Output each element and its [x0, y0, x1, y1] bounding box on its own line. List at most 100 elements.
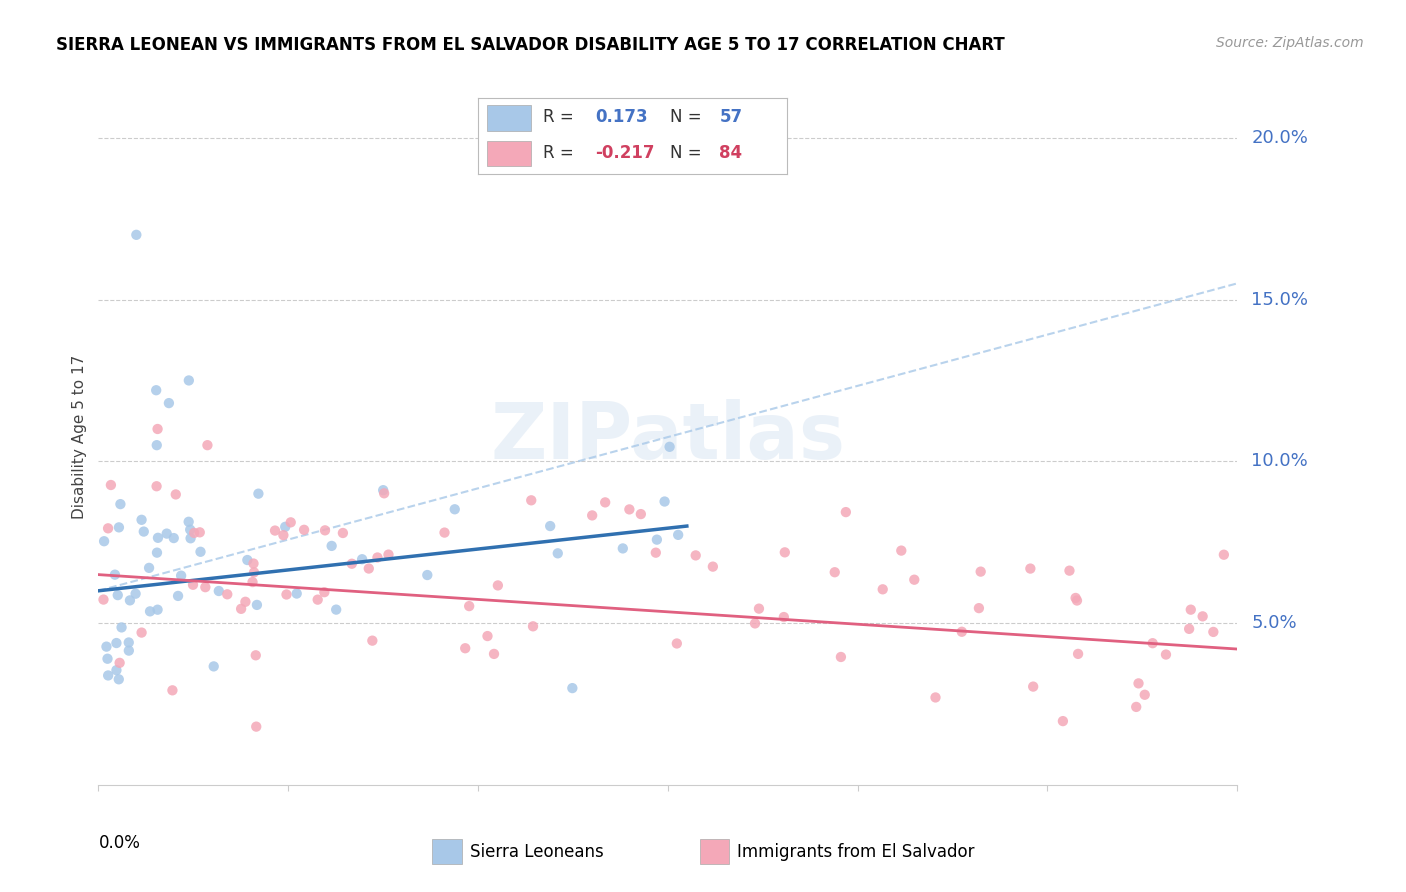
- Point: [93, 592, 115, 607]
- Point: [903, 573, 925, 587]
- Point: [145, 383, 167, 397]
- Point: [190, 545, 212, 559]
- Point: [1059, 564, 1081, 578]
- Point: [744, 616, 766, 631]
- Point: [1133, 688, 1156, 702]
- Point: [665, 636, 688, 650]
- Point: [235, 595, 257, 609]
- Point: [276, 587, 298, 601]
- Text: 57: 57: [720, 108, 742, 126]
- Point: [321, 539, 343, 553]
- Point: [538, 519, 561, 533]
- Point: [340, 557, 363, 571]
- Point: [177, 374, 200, 388]
- Point: [285, 586, 308, 600]
- FancyBboxPatch shape: [488, 141, 530, 166]
- Point: [236, 553, 259, 567]
- Point: [357, 561, 380, 575]
- Point: [332, 526, 354, 541]
- Point: [307, 592, 329, 607]
- Point: [486, 578, 509, 592]
- Text: 20.0%: 20.0%: [1251, 128, 1308, 147]
- Point: [824, 566, 846, 580]
- Point: [264, 524, 287, 538]
- Point: [950, 624, 973, 639]
- Point: [177, 515, 200, 529]
- Point: [194, 580, 217, 594]
- Point: [924, 690, 946, 705]
- Point: [644, 546, 666, 560]
- Point: [593, 495, 616, 509]
- Text: SIERRA LEONEAN VS IMMIGRANTS FROM EL SALVADOR DISABILITY AGE 5 TO 17 CORRELATION: SIERRA LEONEAN VS IMMIGRANTS FROM EL SAL…: [56, 36, 1005, 54]
- Text: 10.0%: 10.0%: [1251, 452, 1308, 470]
- Point: [1178, 622, 1201, 636]
- Point: [180, 531, 202, 545]
- Point: [107, 588, 129, 602]
- Point: [131, 625, 153, 640]
- Point: [110, 497, 132, 511]
- Point: [373, 483, 395, 498]
- Point: [93, 534, 115, 549]
- Point: [835, 505, 858, 519]
- Point: [97, 521, 120, 535]
- Point: [458, 599, 481, 613]
- Point: [477, 629, 499, 643]
- Point: [1180, 602, 1202, 616]
- Point: [146, 422, 169, 436]
- Text: N =: N =: [669, 144, 702, 161]
- Point: [108, 520, 131, 534]
- Point: [872, 582, 894, 597]
- Point: [145, 479, 167, 493]
- Point: [132, 524, 155, 539]
- Point: [280, 516, 302, 530]
- Point: [443, 502, 465, 516]
- Point: [666, 528, 689, 542]
- Point: [118, 593, 141, 607]
- Point: [145, 438, 167, 452]
- Y-axis label: Disability Age 5 to 17: Disability Age 5 to 17: [72, 355, 87, 519]
- Point: [581, 508, 603, 523]
- Point: [890, 543, 912, 558]
- Point: [181, 578, 204, 592]
- Text: ZIPatlas: ZIPatlas: [491, 399, 845, 475]
- Point: [314, 524, 336, 538]
- Text: 5.0%: 5.0%: [1251, 615, 1296, 632]
- Point: [146, 603, 169, 617]
- Point: [245, 648, 267, 663]
- Point: [520, 493, 543, 508]
- Point: [163, 531, 186, 545]
- Point: [1202, 624, 1225, 639]
- Point: [292, 523, 315, 537]
- FancyBboxPatch shape: [700, 839, 728, 864]
- Point: [654, 494, 676, 508]
- Text: 0.0%: 0.0%: [98, 834, 141, 852]
- Text: R =: R =: [543, 108, 574, 126]
- Point: [1067, 647, 1090, 661]
- Text: -0.217: -0.217: [596, 144, 655, 161]
- Point: [208, 584, 231, 599]
- Point: [118, 643, 141, 657]
- Point: [118, 635, 141, 649]
- Text: N =: N =: [669, 108, 702, 126]
- Point: [165, 487, 187, 501]
- Point: [433, 525, 456, 540]
- FancyBboxPatch shape: [433, 839, 461, 864]
- Point: [702, 559, 724, 574]
- Point: [157, 396, 180, 410]
- Point: [352, 552, 374, 566]
- Point: [188, 525, 211, 540]
- Point: [139, 604, 162, 618]
- Point: [167, 589, 190, 603]
- Text: R =: R =: [543, 144, 574, 161]
- Point: [124, 587, 146, 601]
- Text: Sierra Leoneans: Sierra Leoneans: [470, 843, 603, 861]
- Point: [146, 546, 169, 560]
- Point: [138, 561, 160, 575]
- Point: [773, 545, 796, 559]
- Point: [561, 681, 583, 695]
- Point: [522, 619, 544, 633]
- Point: [243, 566, 266, 580]
- Point: [1022, 680, 1045, 694]
- Point: [366, 550, 388, 565]
- Point: [183, 525, 205, 540]
